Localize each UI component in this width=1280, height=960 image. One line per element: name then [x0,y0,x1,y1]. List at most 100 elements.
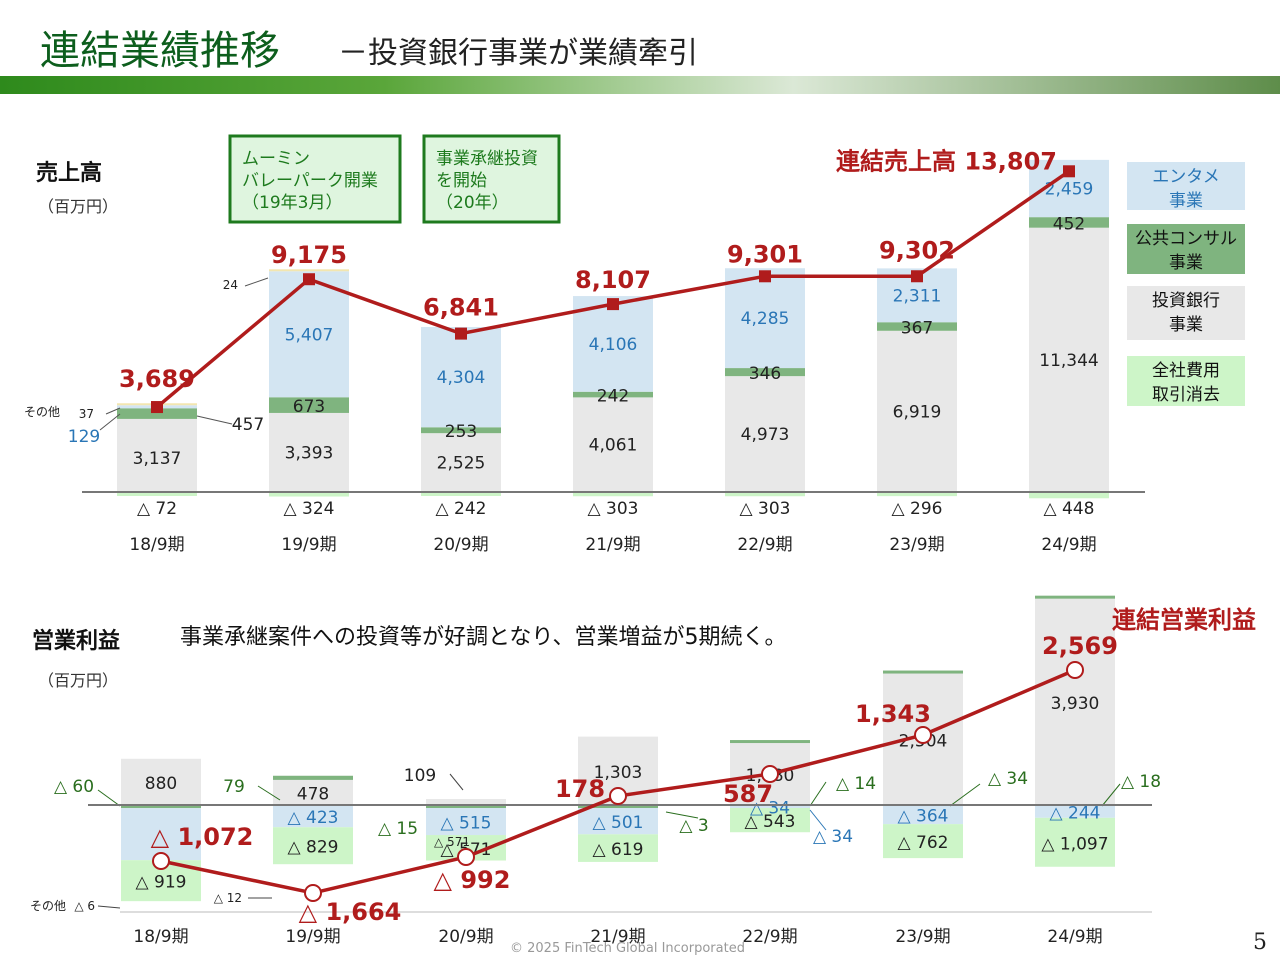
revenue-total-label: 9,301 [727,240,803,268]
profit-label-consul: △ 3 [679,816,708,836]
revenue-label-entame: 2,311 [893,286,942,306]
revenue-bar-ib [421,433,501,492]
revenue-bar-consul [269,397,349,413]
revenue-label-other: 24 [223,278,238,292]
revenue-bar-elimination [117,492,197,496]
revenue-label-elimination: △ 296 [892,499,943,519]
profit-leader-entame [809,809,827,831]
revenue-bar-ib [877,330,957,492]
revenue-total-marker [1063,165,1075,178]
profit-total-marker [304,884,322,902]
profit-leader-consul [949,783,981,807]
profit-label-ib: 1,303 [594,763,643,783]
profit-label-consul: △ 18 [1121,772,1161,792]
profit-label-ib: 880 [145,774,177,794]
revenue-bar-elimination [269,492,349,497]
profit-label-entame: △ 364 [898,807,949,827]
revenue-bar-ib [269,412,349,492]
page-title: 連結業績推移 [40,28,280,74]
revenue-total-label: 連結売上高 13,807 [836,147,1057,175]
revenue-label-elimination: △ 303 [740,499,791,519]
revenue-label-elimination: △ 303 [588,499,639,519]
profit-title: 営業利益 [32,628,120,654]
revenue-label-entame: 129 [68,427,100,447]
revenue-label-consul: 367 [901,319,933,339]
revenue-bar-other [269,269,349,272]
page-subtitle: －投資銀行事業が業績牽引 [338,36,698,71]
profit-label-ib: 478 [297,784,329,804]
profit-label-elimination: △ 543 [745,812,796,832]
profit-bar-elimination [730,808,810,833]
profit-leader-consul [257,785,281,801]
revenue-category-label: 18/9期 [129,535,184,555]
revenue-label-ib: 3,393 [285,443,334,463]
legend-label-ib: 投資銀行事業 [1152,291,1220,335]
profit-leader-consul [1101,783,1121,807]
profit-bar-consul [273,775,353,780]
revenue-bar-entame [421,326,501,428]
revenue-leader-consul [196,415,233,425]
profit-total-marker [152,852,170,870]
profit-subtitle: 事業承継案件への投資等が好調となり、営業増益が5期続く。 [180,625,786,650]
page-number: 5 [1253,930,1267,955]
revenue-leader-other [244,277,269,287]
revenue-label-consul: 253 [445,422,477,442]
profit-label-entame: △ 34 [813,827,853,847]
profit-total-marker [1066,661,1084,679]
profit-bar-entame [426,808,506,836]
profit-line-annotation: 連結営業利益 [1112,606,1256,634]
profit-label-elimination: △ 919 [136,873,187,893]
legend-label-entame: エンタメ事業 [1152,167,1220,211]
profit-total-label: 2,569 [1042,632,1118,660]
profit-bar-consul [1035,595,1115,599]
profit-bar-entame [883,805,963,825]
revenue-bar-entame [725,268,805,369]
revenue-category-label: 22/9期 [737,535,792,555]
profit-leader-consul [665,811,699,819]
header-bar [0,76,1280,94]
revenue-bar-ib [117,418,197,492]
revenue-total-label: 8,107 [575,266,651,294]
profit-total-label: △ 1,664 [299,898,402,926]
profit-label-ib: 3,930 [1051,694,1100,714]
profit-bar-ib [1035,598,1115,805]
profit-bar-entame [730,805,810,808]
revenue-category-label: 21/9期 [585,535,640,555]
revenue-total-marker [607,298,619,311]
revenue-label-consul: 242 [597,387,629,407]
revenue-label-ib: 2,525 [437,454,486,474]
profit-leader-consul [809,781,827,807]
revenue-callout-text: 事業承継投資を開始（20年） [436,149,538,213]
revenue-unit-label: （百万円） [38,197,118,216]
copyright-text: © 2025 FinTech Global Incorporated [510,941,745,956]
revenue-bar-consul [573,391,653,398]
profit-bar-consul [426,805,506,808]
revenue-label-elimination: △ 448 [1044,499,1095,519]
revenue-label-consul: 346 [749,364,781,384]
revenue-label-entame: 2,459 [1045,180,1094,200]
profit-label-other: △ 12 [214,891,242,905]
legend-swatch-ib [1127,286,1245,340]
revenue-bar-entame [269,271,349,398]
legend-swatch-consul [1127,224,1245,274]
profit-category-label: 22/9期 [742,927,797,947]
profit-bar-entame [1035,805,1115,818]
revenue-bar-consul [117,408,197,419]
profit-label-consul: △ 60 [54,777,94,797]
revenue-total-marker [911,270,923,283]
profit-label-consul: 79 [223,777,245,797]
profit-bar-consul [730,740,810,744]
revenue-total-marker [303,273,315,286]
profit-label-consul: △ 15 [378,819,418,839]
profit-bar-consul [883,670,963,674]
profit-category-label: 19/9期 [285,927,340,947]
profit-bar-entame [121,808,201,861]
profit-label-entame: △ 244 [1050,803,1101,823]
profit-total-label: △ 1,072 [151,823,254,851]
revenue-category-label: 19/9期 [281,535,336,555]
revenue-label-ib: 3,137 [133,449,182,469]
revenue-category-label: 23/9期 [889,535,944,555]
profit-bar-elimination [883,824,963,859]
revenue-label-consul: 673 [293,397,325,417]
profit-bar-entame [273,805,353,828]
